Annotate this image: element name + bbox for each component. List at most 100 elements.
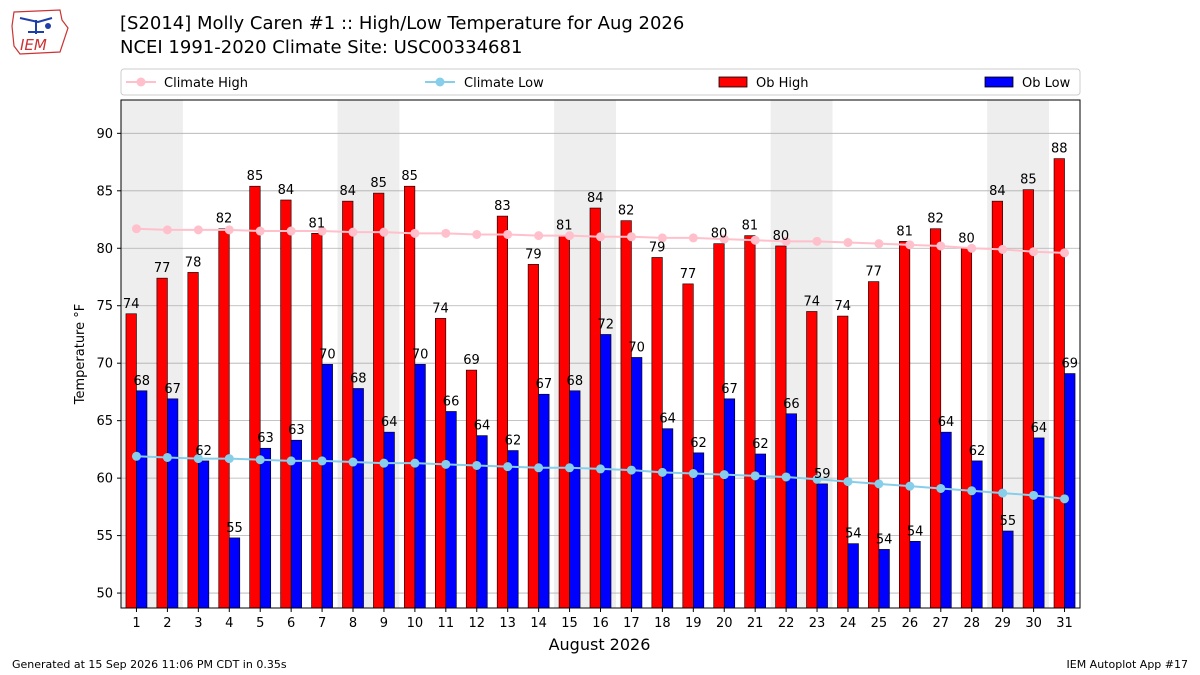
iem-logo: IEM	[11, 9, 69, 55]
ob-low-label: 64	[659, 412, 676, 427]
x-tick-label: 26	[902, 616, 919, 631]
climate-high-point	[998, 244, 1008, 254]
x-tick-label: 21	[747, 616, 764, 631]
legend-item-ob-high: Ob High	[718, 76, 809, 91]
x-tick-label: 22	[778, 616, 795, 631]
ob-low-bar	[1033, 437, 1045, 609]
ob-high-label: 77	[154, 261, 171, 276]
ob-high-bar	[1053, 158, 1065, 609]
ob-low-label: 62	[690, 436, 707, 451]
ob-high-label: 81	[896, 224, 913, 239]
ob-low-bar	[878, 549, 890, 609]
y-tick-label: 75	[96, 299, 113, 314]
climate-high-point	[905, 240, 915, 250]
ob-low-label: 62	[969, 444, 986, 459]
ob-low-bar	[847, 543, 859, 609]
climate-low-point	[410, 458, 420, 468]
ob-low-label: 68	[350, 371, 367, 386]
ob-high-bar	[496, 215, 508, 609]
y-tick-label: 55	[96, 529, 113, 544]
y-tick-label: 80	[96, 242, 113, 257]
ob-high-label: 81	[742, 219, 759, 234]
ob-low-bar	[1002, 530, 1014, 609]
ob-high-label: 79	[525, 247, 542, 262]
ob-low-bar	[1064, 373, 1076, 609]
ob-low-label: 62	[195, 444, 212, 459]
climate-low-point	[472, 460, 482, 470]
climate-high-point	[193, 225, 203, 235]
x-tick-label: 3	[194, 616, 202, 631]
ob-low-label: 70	[319, 347, 336, 362]
ob-high-bar	[311, 233, 323, 609]
y-tick-label: 70	[96, 357, 113, 372]
ob-high-label: 74	[834, 299, 851, 314]
climate-high-point	[719, 234, 729, 244]
x-tick-label: 7	[318, 616, 326, 631]
climate-high-point	[348, 227, 358, 237]
x-tick-label: 28	[963, 616, 980, 631]
x-tick-label: 12	[468, 616, 485, 631]
ob-high-bar	[558, 235, 570, 609]
ob-high-label: 84	[278, 183, 295, 198]
climate-high-point	[1029, 247, 1039, 257]
legend-label-climate-low: Climate Low	[464, 76, 544, 91]
climate-low-point	[719, 470, 729, 480]
climate-low-point	[1029, 490, 1039, 500]
climate-high-point	[472, 229, 482, 239]
ob-low-label: 59	[814, 467, 831, 482]
climate-low-point	[596, 464, 605, 474]
generated-timestamp: Generated at 15 Sep 2026 11:06 PM CDT in…	[12, 658, 287, 671]
ob-low-label: 63	[257, 431, 274, 446]
ob-low-bar	[383, 431, 395, 609]
ob-low-bar	[569, 390, 581, 609]
ob-high-label: 82	[618, 204, 635, 219]
ob-high-label: 85	[247, 169, 264, 184]
ob-low-label: 69	[1062, 357, 1079, 372]
legend-box	[120, 68, 1081, 96]
climate-high-point	[936, 241, 946, 251]
y-tick-label: 50	[96, 587, 113, 602]
ob-low-label: 64	[474, 419, 491, 434]
ob-high-label: 79	[649, 240, 666, 255]
climate-low-point	[936, 483, 946, 493]
chart-subtitle: NCEI 1991-2020 Climate Site: USC00334681	[120, 37, 523, 58]
legend-item-ob-low: Ob Low	[984, 76, 1071, 91]
climate-low-point	[657, 467, 667, 477]
climate-high-point	[812, 236, 822, 246]
x-tick-label: 11	[438, 616, 455, 631]
y-tick-label: 85	[96, 184, 113, 199]
ob-high-label: 82	[216, 212, 233, 227]
ob-high-label: 69	[463, 353, 480, 368]
x-tick-label: 5	[256, 616, 264, 631]
ob-low-label: 54	[907, 524, 924, 539]
climate-high-point	[1060, 248, 1070, 258]
climate-high-point	[781, 236, 791, 246]
ob-high-label: 83	[494, 199, 511, 214]
x-tick-label: 14	[530, 616, 547, 631]
y-axis-label: Temperature °F	[73, 304, 88, 405]
x-tick-label: 31	[1056, 616, 1073, 631]
ob-high-bar	[187, 272, 199, 609]
bar-labels: 74 77 78 82 85 84 81 84 85 85 74 69 83 79 81 84 82 79 77 80…	[123, 142, 1078, 548]
ob-low-bar	[971, 460, 983, 609]
climate-high-point	[534, 231, 544, 241]
ob-high-bar	[991, 200, 1003, 609]
climate-low-point	[688, 469, 698, 479]
ob-high-bar	[589, 207, 601, 609]
ob-high-bar	[280, 199, 292, 609]
x-tick-label: 6	[287, 616, 295, 631]
ob-low-label: 62	[505, 434, 522, 449]
ob-high-bar	[806, 311, 818, 609]
climate-low-point	[781, 472, 791, 482]
ob-high-label: 74	[432, 301, 449, 316]
climate-low-point	[905, 481, 915, 491]
climate-low-point	[379, 458, 389, 468]
x-tick-label: 30	[1025, 616, 1042, 631]
ob-high-bar	[651, 257, 663, 609]
x-tick-label: 20	[716, 616, 733, 631]
ob-high-bar	[620, 220, 632, 609]
climate-high-point	[286, 226, 296, 236]
ob-high-bar	[125, 313, 137, 609]
ob-low-bar	[352, 388, 364, 609]
